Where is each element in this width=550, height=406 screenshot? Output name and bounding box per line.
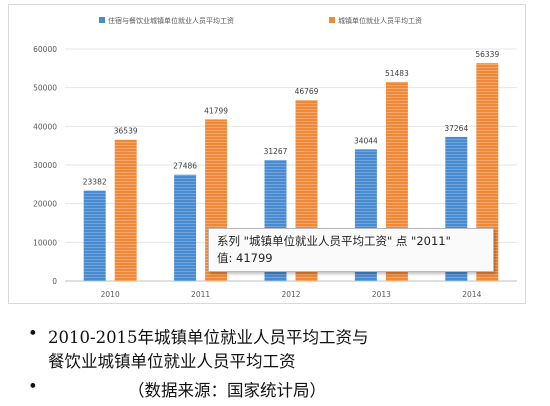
data-label: 51483	[385, 69, 409, 78]
data-label: 46769	[295, 87, 319, 96]
gridlines	[65, 48, 517, 282]
bar-2014-s1[interactable]	[476, 63, 499, 281]
y-tick-label: 40000	[33, 122, 57, 131]
legend-swatch-0	[99, 17, 105, 23]
x-tick-label: 2010	[101, 290, 120, 299]
data-label: 23382	[83, 178, 107, 187]
legend-label-1: 城镇单位就业人员平均工资	[338, 16, 422, 25]
data-label: 41799	[204, 106, 228, 115]
x-tick-label: 2014	[462, 290, 481, 299]
legend-swatch-1	[329, 17, 335, 23]
tooltip-value-line: 值: 41799	[217, 251, 273, 265]
data-label: 37264	[444, 124, 468, 133]
data-label: 34044	[354, 136, 378, 145]
x-axis: 2010 2011 2012 2013 2014	[101, 290, 482, 299]
y-tick-label: 30000	[33, 161, 57, 170]
bullet-icon: •	[28, 377, 38, 396]
data-label: 27486	[173, 162, 197, 171]
caption-title-line-1: 2010-2015年城镇单位就业人员平均工资与	[48, 328, 369, 347]
y-tick-label: 20000	[33, 200, 57, 209]
caption-source: （数据来源：国家统计局）	[128, 381, 326, 400]
bar-2010-s1[interactable]	[114, 139, 137, 281]
x-tick-label: 2011	[191, 290, 210, 299]
y-tick-label: 50000	[33, 84, 57, 93]
legend: 住宿与餐饮业城镇单位就业人员平均工资 城镇单位就业人员平均工资	[99, 16, 422, 25]
legend-label-0: 住宿与餐饮业城镇单位就业人员平均工资	[108, 16, 234, 25]
tooltip-series-line: 系列 "城镇单位就业人员平均工资" 点 "2011"	[217, 234, 451, 248]
y-axis: 0 10000 20000 30000 40000 50000 60000	[33, 45, 57, 286]
data-label: 56339	[475, 50, 499, 59]
x-tick-label: 2012	[281, 290, 300, 299]
caption-title-line-2: 餐饮业城镇单位就业人员平均工资	[48, 352, 296, 371]
y-tick-label: 0	[52, 277, 57, 286]
data-label: 36539	[114, 127, 138, 136]
bar-2011-s0[interactable]	[174, 174, 197, 281]
bar-2010-s0[interactable]	[83, 190, 106, 281]
data-label: 31267	[264, 147, 288, 156]
data-point-tooltip: 系列 "城镇单位就业人员平均工资" 点 "2011" 值: 41799	[208, 228, 494, 272]
x-tick-label: 2013	[372, 290, 391, 299]
y-tick-label: 60000	[33, 45, 57, 54]
y-tick-label: 10000	[33, 238, 57, 247]
bullet-icon: •	[28, 324, 38, 343]
